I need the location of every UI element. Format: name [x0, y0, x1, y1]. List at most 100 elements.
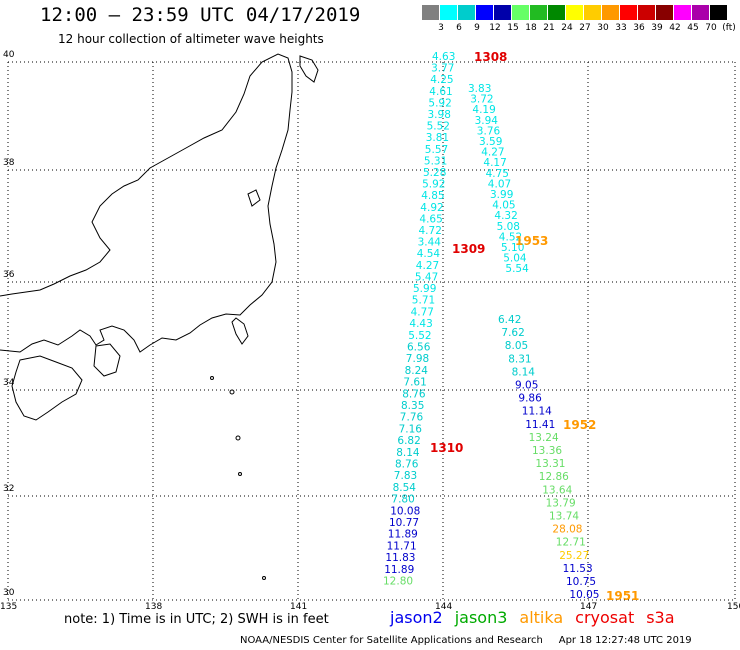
pass-number: 1952 — [563, 418, 596, 432]
wave-height-value: 3.99 — [490, 189, 513, 201]
shikoku-coastline — [11, 355, 83, 421]
color-swatch — [692, 5, 709, 20]
color-tick-label: 9 — [474, 23, 480, 33]
color-swatch — [458, 5, 475, 20]
wave-height-value: 5.71 — [412, 295, 435, 307]
color-tick-label: 70 — [705, 23, 717, 33]
color-tick-label: 15 — [507, 23, 519, 33]
longitude-label: 147 — [580, 602, 598, 612]
color-tick-label: 33 — [615, 23, 627, 33]
color-tick-label: 3 — [438, 23, 444, 33]
color-tick-label: 39 — [651, 23, 663, 33]
wave-height-value: 8.14 — [512, 366, 536, 378]
wave-height-value: 4.27 — [416, 260, 439, 272]
satellite-legend: jason2 jason3 altika cryosat s3a — [390, 608, 687, 627]
color-swatch — [656, 5, 673, 20]
wave-height-value: 5.92 — [422, 179, 445, 191]
wave-height-value: 3.59 — [479, 136, 502, 148]
longitude-label: 141 — [290, 602, 308, 612]
lat-lon-grid — [7, 61, 736, 601]
legend-item-s3a: s3a — [646, 608, 675, 627]
map-title: 12:00 — 23:59 UTC 04/17/2019 — [40, 4, 361, 26]
color-swatch — [566, 5, 583, 20]
wave-height-value: 3.94 — [475, 115, 499, 127]
wave-height-value: 3.98 — [428, 109, 451, 121]
wave-height-value: 4.85 — [421, 190, 444, 202]
kii-coastline — [93, 343, 121, 377]
wave-height-value: 11.71 — [387, 540, 417, 552]
color-swatch — [476, 5, 493, 20]
color-tick-label: 24 — [561, 23, 573, 33]
color-swatch — [422, 5, 439, 20]
wave-height-value: 3.44 — [418, 237, 442, 249]
wave-height-value: 12.80 — [383, 576, 413, 588]
wave-height-value: 8.76 — [402, 388, 426, 400]
wave-height-value: 8.76 — [395, 459, 419, 471]
wave-height-value: 10.05 — [569, 589, 599, 601]
wave-height-value: 13.64 — [542, 484, 572, 496]
color-swatch — [620, 5, 637, 20]
wave-height-value: 8.05 — [505, 340, 528, 352]
color-tick-label: 36 — [633, 23, 645, 33]
wave-height-value: 5.54 — [505, 263, 529, 275]
wave-height-value: 5.47 — [415, 271, 438, 283]
wave-height-value: 5.92 — [428, 97, 451, 109]
wave-height-value: 3.76 — [477, 125, 501, 137]
wave-height-value: 5.28 — [423, 167, 446, 179]
legend-item-jason2: jason2 — [390, 608, 443, 627]
color-swatch — [530, 5, 547, 20]
latitude-label: 36 — [3, 270, 15, 280]
wave-height-value: 9.05 — [515, 380, 538, 392]
wave-height-value: 5.31 — [424, 155, 447, 167]
wave-height-value: 4.65 — [419, 213, 442, 225]
wave-height-value: 13.31 — [535, 458, 565, 470]
wave-height-value: 8.24 — [405, 365, 429, 377]
color-swatch — [602, 5, 619, 20]
color-swatch — [674, 5, 691, 20]
wave-height-value: 3.72 — [470, 94, 493, 106]
color-swatch — [710, 5, 727, 20]
wave-height-value: 8.31 — [508, 353, 531, 365]
wave-height-value: 8.35 — [401, 400, 424, 412]
wave-height-value: 9.86 — [518, 393, 542, 405]
longitude-label: 138 — [145, 602, 163, 612]
legend-item-cryosat: cryosat — [575, 608, 635, 627]
wave-height-value: 25.27 — [559, 550, 589, 562]
wave-height-value: 4.05 — [492, 200, 515, 212]
wave-height-value: 7.98 — [406, 353, 429, 365]
legend-item-altika: altika — [519, 608, 564, 627]
wave-height-value: 8.14 — [396, 447, 420, 459]
izu-peninsula-coastline — [231, 317, 249, 345]
wave-height-value: 11.83 — [385, 552, 415, 564]
wave-height-value: 11.53 — [563, 563, 593, 575]
longitude-label: 150 — [727, 602, 740, 612]
longitude-label: 135 — [0, 602, 18, 612]
wave-height-value: 10.08 — [390, 505, 420, 517]
pass-number: 1308 — [474, 50, 507, 64]
island-4 — [238, 472, 242, 476]
wave-height-value: 7.83 — [394, 470, 417, 482]
pass-number: 1951 — [606, 589, 639, 603]
latitude-label: 30 — [3, 588, 15, 598]
color-tick-label: 30 — [597, 23, 609, 33]
color-tick-label: 18 — [525, 23, 537, 33]
wave-height-value: 4.17 — [483, 157, 506, 169]
wave-height-value: 5.57 — [425, 144, 448, 156]
longitude-label: 144 — [435, 602, 453, 612]
color-swatch — [512, 5, 529, 20]
wave-height-value: 13.74 — [549, 511, 579, 523]
island-1 — [235, 435, 241, 441]
wave-height-value: 4.25 — [430, 74, 453, 86]
wave-height-value: 4.92 — [420, 202, 443, 214]
color-tick-label: 27 — [579, 23, 591, 33]
wave-height-value: 13.79 — [546, 497, 576, 509]
wave-height-value: 7.62 — [501, 327, 524, 339]
wave-height-value: 13.24 — [529, 432, 559, 444]
wave-height-value: 12.86 — [539, 471, 569, 483]
wave-height-value: 4.43 — [409, 318, 432, 330]
sado-island — [247, 189, 261, 207]
wave-height-value: 11.14 — [522, 406, 552, 418]
wave-height-value: 7.76 — [400, 412, 424, 424]
wave-height-value: 11.41 — [525, 419, 555, 431]
